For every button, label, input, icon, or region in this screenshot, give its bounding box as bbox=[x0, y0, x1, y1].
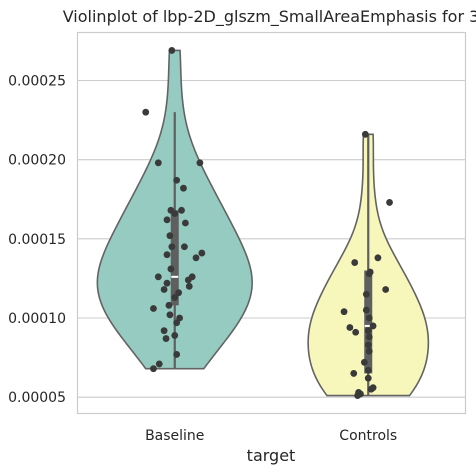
data-point bbox=[364, 341, 372, 349]
data-point bbox=[362, 306, 370, 314]
data-point bbox=[154, 273, 162, 281]
data-point bbox=[352, 328, 360, 336]
y-tick-label: 0.00020 bbox=[8, 153, 66, 169]
data-point bbox=[361, 130, 369, 138]
iqr-box bbox=[364, 270, 373, 374]
data-point bbox=[160, 327, 168, 335]
x-tick-label: Baseline bbox=[145, 428, 204, 444]
x-axis-label: target bbox=[247, 446, 296, 465]
data-point bbox=[168, 47, 176, 54]
data-point bbox=[351, 259, 359, 266]
data-point bbox=[369, 322, 377, 330]
data-point bbox=[180, 184, 187, 192]
tick-labels: 0.00005 0.00010 0.00015 0.00020 0.00025 Basel… bbox=[8, 74, 397, 445]
data-point bbox=[386, 199, 393, 206]
data-point bbox=[364, 327, 372, 335]
violins bbox=[96, 49, 430, 397]
data-point bbox=[360, 358, 368, 366]
data-point bbox=[364, 366, 372, 374]
data-point bbox=[340, 308, 348, 316]
data-point bbox=[192, 254, 200, 262]
data-point bbox=[175, 289, 183, 297]
data-point bbox=[196, 159, 204, 167]
data-point bbox=[365, 314, 373, 322]
data-point bbox=[178, 206, 185, 214]
chart-title: Violinplot of lbp-2D_glszm_SmallAreaEmph… bbox=[63, 7, 476, 27]
data-point bbox=[162, 335, 170, 342]
data-point bbox=[374, 254, 382, 262]
iqr-box bbox=[170, 210, 179, 306]
data-point bbox=[365, 347, 373, 355]
data-point bbox=[163, 251, 171, 259]
data-point bbox=[382, 286, 390, 293]
plot-frame bbox=[76, 31, 467, 415]
data-point bbox=[171, 210, 179, 217]
data-point bbox=[155, 360, 163, 368]
data-point bbox=[181, 243, 188, 251]
data-point bbox=[184, 276, 192, 284]
data-point bbox=[185, 282, 193, 290]
x-tick-label: Controls bbox=[339, 428, 397, 444]
data-point bbox=[173, 176, 181, 184]
data-point bbox=[364, 374, 372, 382]
data-point bbox=[163, 279, 171, 287]
data-points bbox=[142, 47, 393, 399]
data-point bbox=[173, 351, 181, 358]
data-point bbox=[165, 301, 173, 309]
data-point bbox=[150, 305, 157, 312]
data-point bbox=[181, 219, 189, 227]
data-point bbox=[154, 159, 162, 167]
data-point bbox=[346, 324, 354, 331]
data-point bbox=[362, 290, 370, 298]
data-point bbox=[367, 385, 375, 393]
data-point bbox=[150, 365, 157, 373]
y-tick-label: 0.00025 bbox=[8, 74, 66, 90]
y-tick-label: 0.00010 bbox=[8, 311, 66, 327]
data-point bbox=[365, 333, 373, 341]
y-tick-label: 0.00005 bbox=[8, 390, 66, 406]
data-point bbox=[171, 332, 179, 339]
y-tick-label: 0.00015 bbox=[8, 232, 66, 248]
data-point bbox=[163, 216, 171, 224]
data-point bbox=[166, 232, 174, 240]
data-point bbox=[365, 270, 373, 278]
data-point bbox=[173, 319, 181, 327]
data-point bbox=[198, 249, 206, 257]
data-point bbox=[350, 370, 358, 377]
data-point bbox=[168, 243, 176, 251]
data-point bbox=[171, 294, 179, 301]
data-point bbox=[167, 265, 175, 273]
data-point bbox=[160, 286, 168, 293]
data-point bbox=[142, 108, 150, 116]
data-point bbox=[166, 311, 174, 319]
data-point bbox=[354, 392, 362, 399]
